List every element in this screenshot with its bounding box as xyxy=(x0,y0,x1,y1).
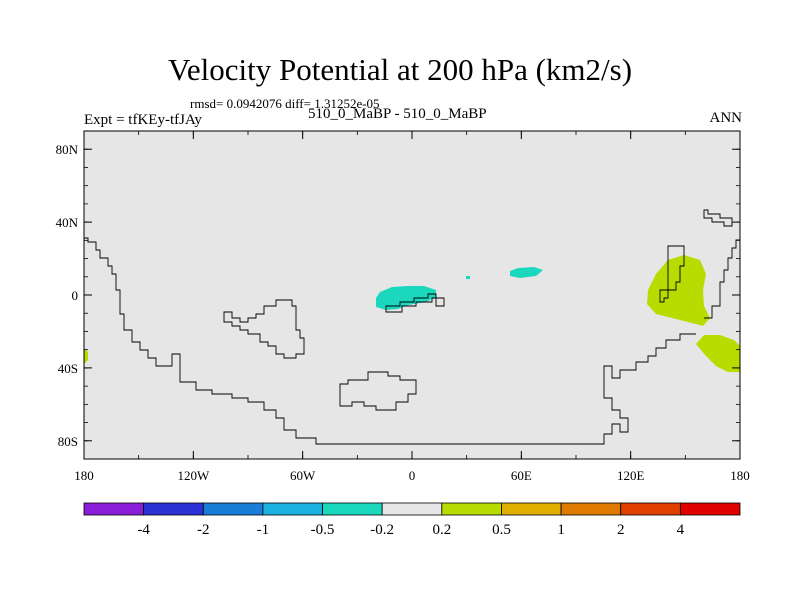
lon-tick-label: 120W xyxy=(177,468,210,483)
colorbar-swatch xyxy=(322,502,383,516)
colorbar-swatch xyxy=(679,502,741,516)
colorbar-swatch xyxy=(441,502,502,516)
colorbar-swatch xyxy=(83,502,145,516)
lon-tick-label: 120E xyxy=(617,468,645,483)
lon-tick-label: 60E xyxy=(511,468,532,483)
colorbar-label: -0.2 xyxy=(370,522,394,538)
latitude-axis: 80N 40N 0 40S 80S xyxy=(56,130,740,460)
experiment-label: Expt = tfKEy-tfJAy xyxy=(84,112,202,128)
colorbar-label: 2 xyxy=(617,522,625,538)
colorbar: -4 -2 -1 -0.5 -0.2 0.2 0.5 1 2 4 xyxy=(83,502,741,538)
lat-tick-label: 0 xyxy=(72,288,79,303)
lat-tick-label: 80N xyxy=(56,142,79,157)
coastline-equatorial-island xyxy=(385,293,445,313)
coastlines xyxy=(84,209,740,445)
cyan-region-equatorial-atlantic xyxy=(376,286,436,310)
lon-tick-label: 60W xyxy=(290,468,316,483)
longitude-axis: 180 120W 60W 0 60E 120E 180 xyxy=(74,131,750,483)
rmsd-diff-text: rmsd= 0.0942076 diff= 1.31252e-05 xyxy=(190,96,380,111)
colorbar-label: 0.5 xyxy=(492,522,511,538)
lat-tick-label: 40S xyxy=(58,361,78,376)
coastline-south-america-island xyxy=(223,299,305,359)
green-region-indian-ocean-left-edge xyxy=(84,348,88,364)
colorbar-label: -2 xyxy=(197,522,210,538)
colorbar-swatch xyxy=(143,502,204,516)
coastline-asia-east xyxy=(659,245,685,303)
colorbar-label: 4 xyxy=(677,522,685,538)
coastline-kamchatka xyxy=(703,209,733,227)
colorbar-swatch xyxy=(501,502,562,516)
colorbar-swatch xyxy=(381,502,443,516)
coastline-americas-west xyxy=(84,237,696,445)
colorbar-label: 1 xyxy=(557,522,565,538)
lon-tick-label: 180 xyxy=(74,468,94,483)
colorbar-label: -4 xyxy=(137,522,150,538)
colorbar-swatch xyxy=(202,502,264,516)
colorbar-label: -1 xyxy=(257,522,270,538)
case-label: 510_0_MaBP - 510_0_MaBP xyxy=(308,106,487,122)
lat-tick-label: 40N xyxy=(56,215,79,230)
lon-tick-label: 0 xyxy=(409,468,416,483)
green-region-southwest-pacific xyxy=(696,335,740,372)
coastline-pacific-east xyxy=(704,239,740,319)
map-title: Velocity Potential at 200 hPa (km2/s) xyxy=(167,52,633,87)
cyan-dot-north-africa xyxy=(466,276,470,279)
cyan-region-africa xyxy=(510,267,543,278)
coastline-antarctic-peninsula-island xyxy=(339,371,417,411)
colorbar-swatch xyxy=(262,502,323,516)
shaded-regions xyxy=(84,255,740,372)
lat-tick-label: 80S xyxy=(58,434,78,449)
lon-tick-label: 180 xyxy=(730,468,750,483)
colorbar-swatch xyxy=(620,502,681,516)
green-region-maritime-continent xyxy=(647,255,710,326)
colorbar-label: -0.5 xyxy=(311,522,335,538)
colorbar-swatch xyxy=(560,502,622,516)
colorbar-label: 0.2 xyxy=(432,522,451,538)
season-label: ANN xyxy=(709,110,743,126)
